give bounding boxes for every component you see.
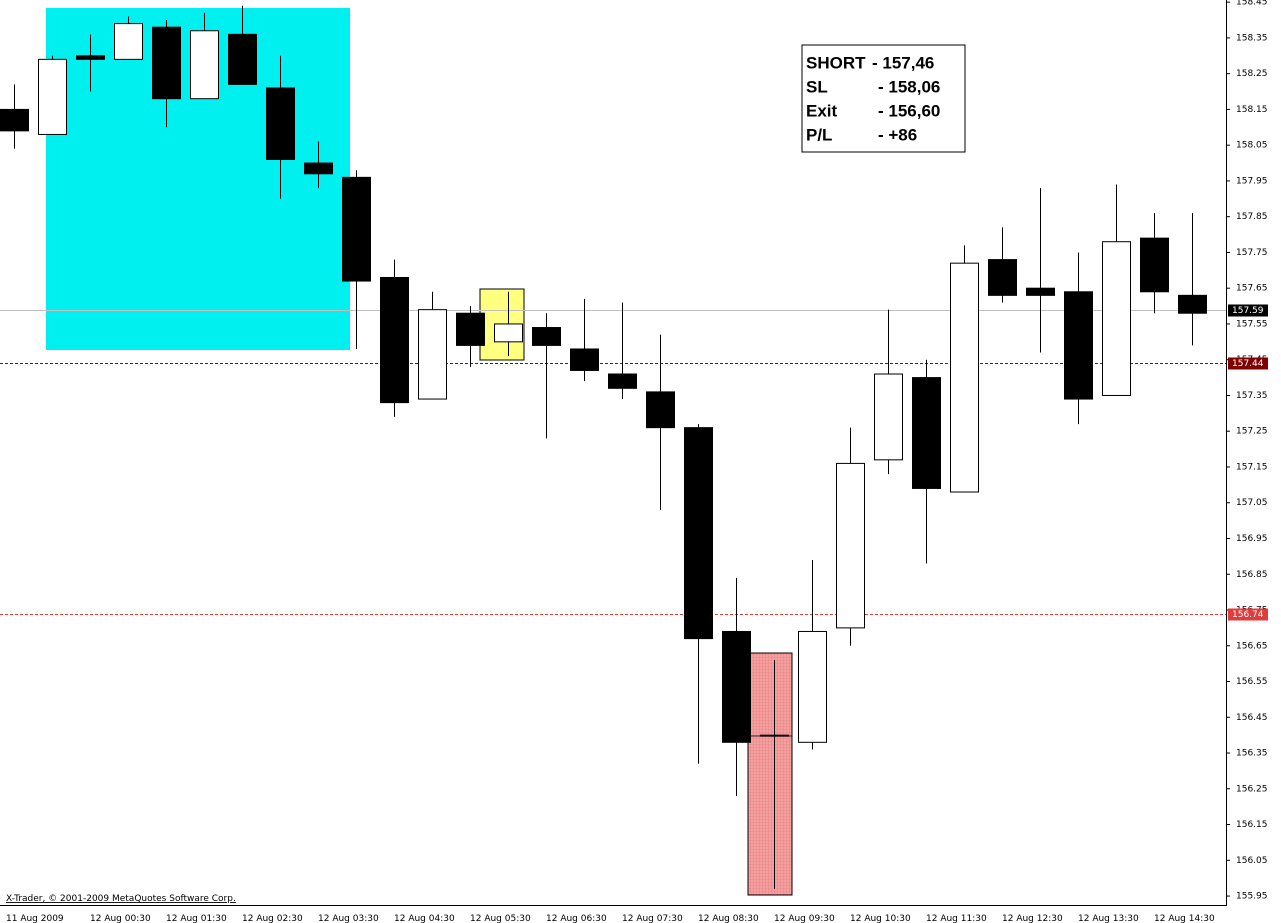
- bull-body: [38, 58, 67, 135]
- x-tick-label: 12 Aug 01:30: [166, 914, 227, 923]
- x-tick-label: 12 Aug 02:30: [242, 914, 303, 923]
- info-box: [801, 44, 966, 153]
- y-tick-label: 157.65: [1236, 284, 1268, 294]
- bear-body: [646, 391, 675, 429]
- x-tick-label: 12 Aug 03:30: [318, 914, 379, 923]
- price-label-box: [1228, 304, 1268, 317]
- y-tick-label: 157.05: [1236, 498, 1268, 508]
- bear-body: [76, 55, 105, 60]
- bear-body: [342, 176, 371, 282]
- y-tick-label: 157.15: [1236, 462, 1268, 472]
- bear-body: [988, 259, 1017, 296]
- bear-body: [380, 276, 409, 404]
- y-tick-label: 157.75: [1236, 248, 1268, 258]
- bull-body: [494, 323, 523, 343]
- bull-body: [798, 630, 827, 743]
- price-label: 157.44: [1232, 359, 1264, 369]
- bear-body: [912, 377, 941, 489]
- y-tick-label: 156.65: [1236, 641, 1268, 651]
- bear-body: [684, 427, 713, 640]
- bear-body: [0, 108, 29, 132]
- y-tick-label: 157.85: [1236, 212, 1268, 222]
- x-axis-labels: 11 Aug 2009 12 Aug 00:30 12 Aug 01:30 12 Au…: [6, 914, 1215, 923]
- y-tick-label: 156.25: [1236, 784, 1268, 794]
- info-text: SHORT - 157,46 SL - 158,06 Exit - 156,60 P/L - …: [806, 53, 940, 144]
- x-tick-label: 12 Aug 13:30: [1078, 914, 1139, 923]
- info-value: - 157,46: [872, 53, 934, 72]
- x-tick-label: 12 Aug 12:30: [1002, 914, 1063, 923]
- y-tick-label: 156.15: [1236, 820, 1268, 830]
- y-tick-label: 156.05: [1236, 856, 1268, 866]
- info-label: Exit: [806, 101, 838, 120]
- price-label-box: [1228, 357, 1268, 370]
- bear-body: [152, 26, 181, 100]
- bear-body: [456, 312, 485, 346]
- y-tick-label: 157.95: [1236, 176, 1268, 186]
- info-label: SHORT: [806, 53, 866, 72]
- y-tick-label: 156.35: [1236, 749, 1268, 759]
- bull-body: [950, 262, 979, 493]
- bear-body: [1064, 291, 1093, 400]
- x-tick-label: 12 Aug 09:30: [774, 914, 835, 923]
- bear-body: [722, 630, 751, 743]
- info-value: - 156,60: [878, 101, 940, 120]
- y-tick-label: 156.95: [1236, 534, 1268, 544]
- y-tick-label: 158.25: [1236, 69, 1268, 79]
- x-tick-label: 12 Aug 06:30: [546, 914, 607, 923]
- x-tick-label: 12 Aug 05:30: [470, 914, 531, 923]
- bull-body: [874, 373, 903, 461]
- x-tick-label: 11 Aug 2009: [6, 914, 64, 923]
- x-tick-label: 12 Aug 08:30: [698, 914, 759, 923]
- info-value: - 158,06: [878, 77, 940, 96]
- y-tick-label: 158.35: [1236, 33, 1268, 43]
- x-tick-label: 12 Aug 11:30: [926, 914, 987, 923]
- x-tick-label: 12 Aug 14:30: [1154, 914, 1215, 923]
- bear-body: [228, 33, 257, 85]
- y-tick-label: 158.45: [1236, 0, 1268, 8]
- bear-body: [1026, 287, 1055, 296]
- y-tick-label: 158.05: [1236, 141, 1268, 151]
- y-tick-label: 158.15: [1236, 105, 1268, 115]
- bear-body: [608, 373, 637, 389]
- price-lines: [0, 310, 1226, 615]
- bear-body: [570, 348, 599, 371]
- bull-body: [836, 462, 865, 629]
- exit-marker: [747, 652, 793, 896]
- bear-body: [1178, 294, 1207, 314]
- copyright: X-Trader, © 2001-2009 MetaQuotes Softwar…: [6, 894, 236, 904]
- bull-body: [418, 309, 447, 400]
- x-tick-label: 12 Aug 07:30: [622, 914, 683, 923]
- bear-body: [266, 87, 295, 160]
- x-tick-label: 12 Aug 10:30: [850, 914, 911, 923]
- price-label: 157.59: [1232, 306, 1264, 316]
- y-tick-label: 157.55: [1236, 319, 1268, 329]
- bull-body: [1102, 241, 1131, 396]
- y-axis-ticks: 158.45 158.35 158.25 158.15 158.05 157.95 157.…: [1226, 0, 1268, 902]
- x-tick-label: 12 Aug 00:30: [90, 914, 151, 923]
- price-label: 156.74: [1232, 610, 1264, 620]
- y-tick-label: 157.35: [1236, 391, 1268, 401]
- info-label: SL: [806, 77, 828, 96]
- y-tick-label: 157.25: [1236, 427, 1268, 437]
- bear-body: [304, 162, 333, 175]
- y-tick-label: 156.45: [1236, 713, 1268, 723]
- y-tick-label: 156.55: [1236, 677, 1268, 687]
- x-tick-label: 12 Aug 04:30: [394, 914, 455, 923]
- bear-body: [1140, 237, 1169, 293]
- y-tick-label: 156.85: [1236, 570, 1268, 580]
- price-label-box: [1228, 608, 1268, 621]
- info-label: P/L: [806, 125, 832, 144]
- bull-body: [114, 23, 143, 60]
- y-tick-label: 155.95: [1236, 892, 1268, 902]
- bear-body: [532, 327, 561, 346]
- price-labels: 157.59 157.44 156.74: [1228, 304, 1268, 621]
- candles: [0, 5, 1207, 889]
- info-value: - +86: [878, 125, 917, 144]
- bull-body: [190, 30, 219, 100]
